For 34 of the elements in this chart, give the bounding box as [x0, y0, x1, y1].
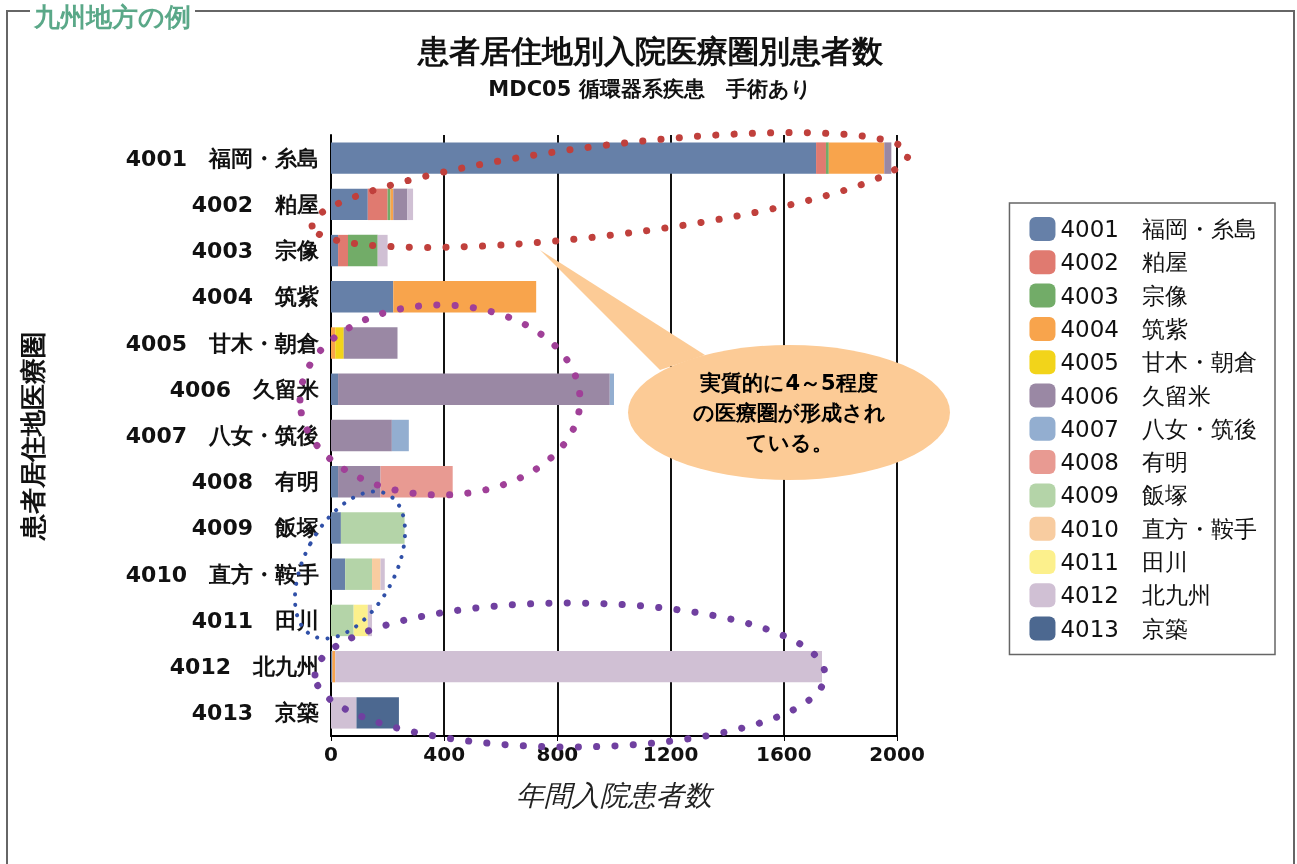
legend-label: 4001 福岡・糸島: [1060, 216, 1258, 242]
legend-label: 4006 久留米: [1060, 382, 1212, 409]
y-tick-label: 4010 直方・鞍手: [125, 561, 319, 587]
y-tick-label: 4011 田川: [191, 607, 319, 633]
y-tick-label: 4004 筑紫: [191, 284, 319, 310]
legend-label: 4004 筑紫: [1060, 315, 1189, 342]
legend-label: 4007 八女・筑後: [1060, 415, 1258, 442]
legend-label: 4008 有明: [1060, 449, 1189, 476]
chart-title: 患者居住地別入院医療圏別患者数: [415, 32, 884, 69]
y-tick-label: 4002 粕屋: [191, 191, 319, 217]
annotation: 実質的に4～5程度の医療圏が形成されている。: [691, 369, 887, 457]
y-tick-label: 4003 宗像: [191, 238, 320, 264]
legend-label: 4012 北九州: [1060, 582, 1212, 609]
legend-label: 4011 田川: [1060, 549, 1189, 575]
legend-label: 4009 飯塚: [1060, 482, 1189, 509]
y-tick-label: 4005 甘木・朝倉: [125, 330, 320, 356]
legend-label: 4002 粕屋: [1060, 249, 1189, 276]
legend-label: 4013 京築: [1060, 615, 1189, 642]
legend-label: 4003 宗像: [1060, 282, 1189, 309]
x-tick-label: 400: [423, 742, 466, 766]
y-tick-label: 4009 飯塚: [191, 515, 320, 541]
legend-label: 4005 甘木・朝倉: [1060, 349, 1258, 376]
y-tick-label: 4001 福岡・糸島: [125, 145, 319, 171]
x-tick-label: 1600: [755, 742, 812, 766]
text: 九州地方の例: [30, 0, 195, 35]
x-tick-label: 1200: [642, 742, 699, 766]
y-tick-label: 4008 有明: [191, 469, 319, 495]
legend-label: 4010 直方・鞍手: [1060, 515, 1258, 542]
chart-subtitle: MDC05 循環器系疾患 手術あり: [488, 76, 812, 101]
y-axis-title: 患者居住地医療圏: [18, 331, 48, 541]
y-tick-label: 4013 京築: [191, 700, 319, 726]
x-axis-title: 年間入院患者数: [516, 778, 715, 812]
x-tick-label: 0: [324, 742, 338, 766]
x-tick-label: 2000: [869, 742, 925, 766]
